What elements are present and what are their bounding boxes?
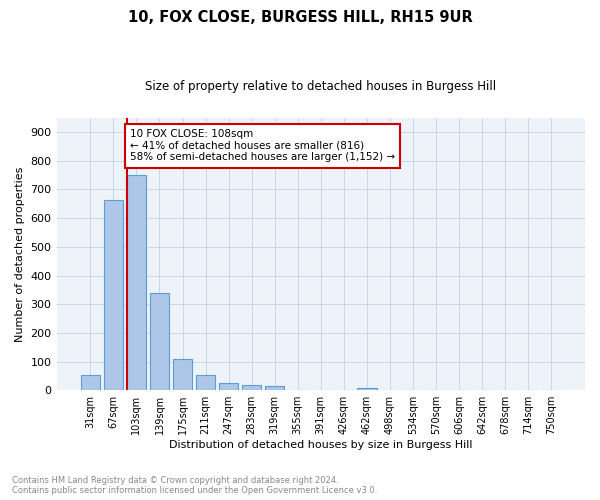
Bar [173, 359, 193, 390]
Title: Size of property relative to detached houses in Burgess Hill: Size of property relative to detached ho… [145, 80, 496, 93]
Bar [80, 376, 100, 390]
Bar [149, 294, 169, 390]
X-axis label: Distribution of detached houses by size in Burgess Hill: Distribution of detached houses by size … [169, 440, 473, 450]
Bar [196, 376, 215, 390]
Text: 10, FOX CLOSE, BURGESS HILL, RH15 9UR: 10, FOX CLOSE, BURGESS HILL, RH15 9UR [128, 10, 472, 25]
Y-axis label: Number of detached properties: Number of detached properties [15, 166, 25, 342]
Text: 10 FOX CLOSE: 108sqm
← 41% of detached houses are smaller (816)
58% of semi-deta: 10 FOX CLOSE: 108sqm ← 41% of detached h… [130, 129, 395, 162]
Text: Contains HM Land Registry data © Crown copyright and database right 2024.
Contai: Contains HM Land Registry data © Crown c… [12, 476, 377, 495]
Bar [242, 385, 262, 390]
Bar [265, 386, 284, 390]
Bar [219, 383, 238, 390]
Bar [104, 200, 123, 390]
Bar [127, 175, 146, 390]
Bar [357, 388, 377, 390]
